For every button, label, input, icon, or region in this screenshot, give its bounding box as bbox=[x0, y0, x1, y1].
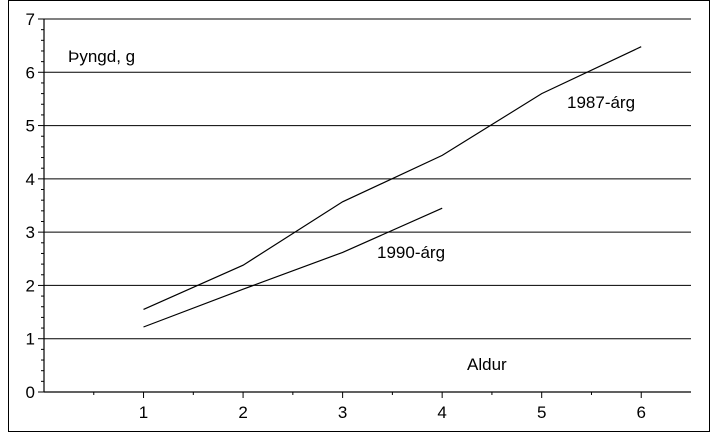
x-tick-label-6: 6 bbox=[636, 403, 645, 422]
series-lines bbox=[143, 46, 642, 328]
series-line-1987-árg bbox=[143, 46, 642, 310]
tick-labels: 0 1 2 3 4 5 6 7 1 2 3 4 5 6 bbox=[26, 10, 646, 422]
x-tick-label-5: 5 bbox=[537, 403, 546, 422]
y-tick-label-0: 0 bbox=[26, 383, 35, 402]
series-label-1990: 1990-árg bbox=[377, 243, 445, 262]
y-tick-label-2: 2 bbox=[26, 276, 35, 295]
y-tick-label-5: 5 bbox=[26, 117, 35, 136]
tick-marks bbox=[38, 18, 642, 398]
series-label-1987: 1987-árg bbox=[567, 93, 635, 112]
y-tick-label-3: 3 bbox=[26, 223, 35, 242]
series-line-1990-árg bbox=[143, 207, 443, 328]
y-tick-label-4: 4 bbox=[26, 170, 35, 189]
x-axis-title: Aldur bbox=[467, 355, 507, 374]
y-tick-label-6: 6 bbox=[26, 63, 35, 82]
y-tick-label-7: 7 bbox=[26, 10, 35, 29]
x-tick-label-4: 4 bbox=[437, 403, 446, 422]
gridlines bbox=[44, 18, 691, 340]
x-tick-label-2: 2 bbox=[238, 403, 247, 422]
y-tick-label-1: 1 bbox=[26, 330, 35, 349]
axes bbox=[43, 19, 691, 393]
x-tick-label-3: 3 bbox=[338, 403, 347, 422]
y-axis-title: Þyngd, g bbox=[68, 47, 135, 66]
x-tick-label-1: 1 bbox=[139, 403, 148, 422]
